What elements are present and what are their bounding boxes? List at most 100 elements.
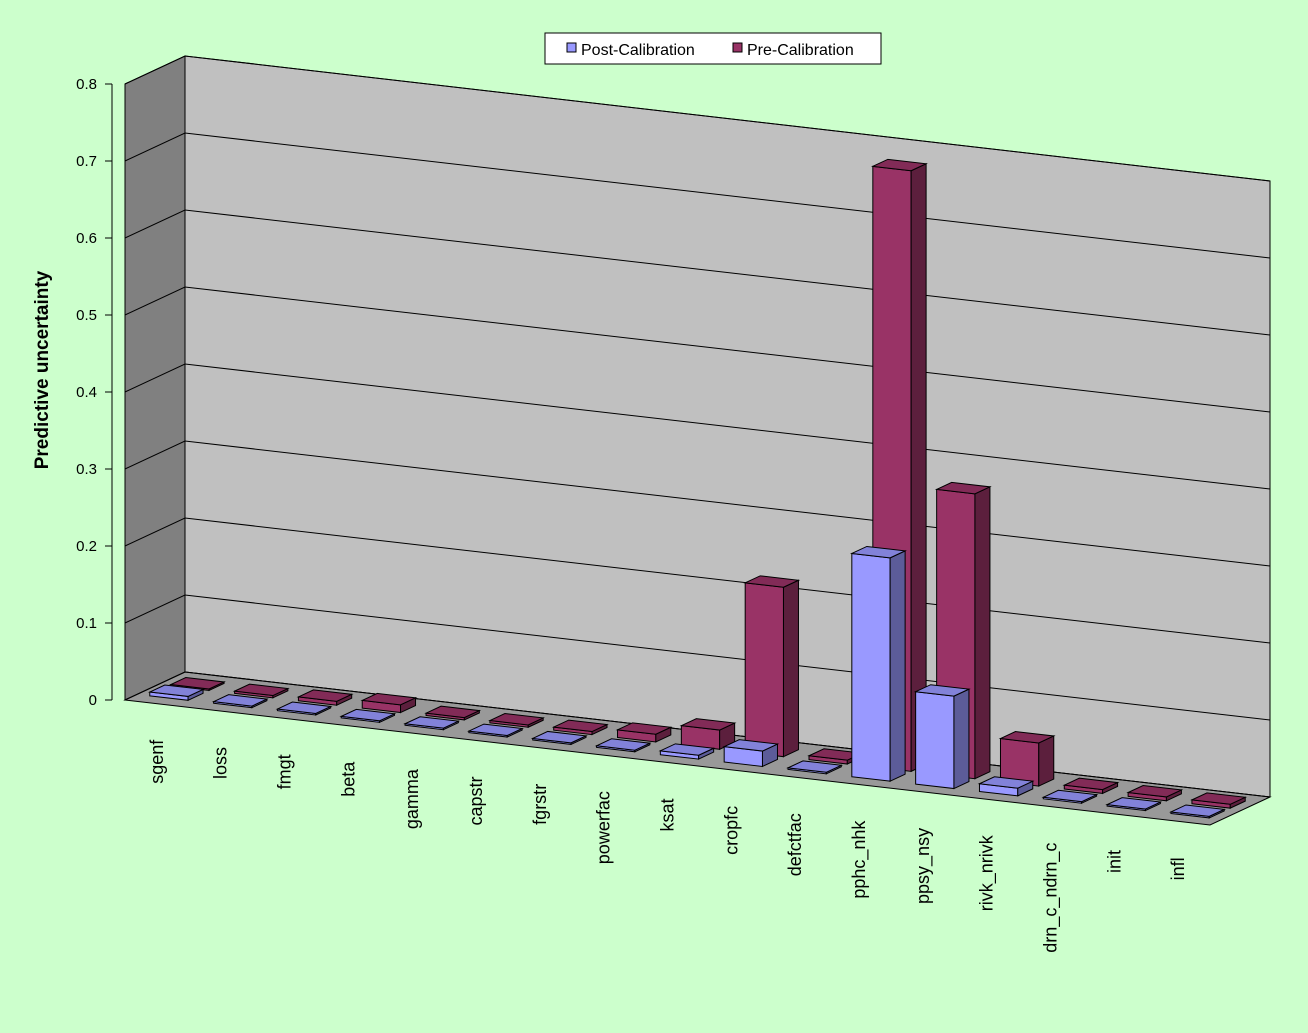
bar-top: [467, 723, 524, 737]
bar: [275, 701, 333, 716]
bar: [615, 722, 673, 743]
x-tick-label: init: [1104, 850, 1124, 873]
y-tick-label: 0.6: [76, 230, 97, 247]
bar-top: [615, 722, 673, 735]
x-tick-label: sgenf: [147, 739, 167, 784]
bar: [530, 730, 588, 746]
bar-top: [1041, 789, 1099, 803]
bar-top: [722, 739, 780, 752]
legend-label: Pre-Calibration: [747, 42, 854, 59]
x-tick-label: cropfc: [721, 806, 741, 855]
bar-top: [679, 718, 737, 731]
bar: [679, 718, 737, 751]
bar: [743, 575, 801, 758]
bar-top: [1126, 785, 1184, 798]
bar: [1105, 797, 1163, 812]
y-tick-label: 0.2: [76, 538, 97, 555]
y-axis-label: Predictive uncertainty: [32, 270, 53, 469]
bar: [1169, 804, 1227, 819]
bar-top: [488, 713, 545, 726]
bar-top: [530, 730, 588, 744]
legend-swatch: [566, 42, 577, 53]
y-tick-label: 0.4: [76, 384, 97, 401]
x-tick-label: powerfac: [594, 791, 614, 864]
bar-front: [851, 552, 891, 782]
bar-side: [1038, 735, 1055, 787]
x-tick-label: infl: [1168, 857, 1188, 880]
x-tick-label: fmgt: [275, 754, 295, 789]
x-tick-label: gamma: [402, 768, 422, 829]
y-tick-label: 0.5: [76, 307, 97, 324]
bar-top: [934, 481, 992, 495]
bar: [594, 738, 652, 753]
bar-top: [871, 158, 928, 172]
bar-top: [1190, 792, 1248, 805]
bar: [1126, 785, 1184, 802]
y-tick-label: 0.1: [76, 615, 97, 632]
bar-top: [850, 545, 907, 559]
x-tick-label: capstr: [466, 776, 486, 825]
bar: [850, 545, 907, 782]
bar: [296, 689, 354, 706]
grid-line: [124, 55, 1271, 182]
bar-side: [889, 550, 906, 782]
x-tick-label: beta: [338, 761, 358, 797]
bar-top: [360, 692, 418, 706]
bar: [403, 716, 461, 731]
x-tick-label: ppsy_nsy: [913, 828, 934, 904]
legend-swatch: [732, 42, 743, 53]
bar-top: [1105, 797, 1163, 810]
bar: [211, 694, 269, 709]
y-tick-label: 0: [89, 692, 97, 709]
bar-front: [744, 582, 784, 758]
x-tick-label: fgrstr: [530, 784, 550, 825]
y-tick-label: 0.3: [76, 461, 97, 478]
bar-top: [147, 684, 205, 697]
x-tick-label: rivk_nrivk: [977, 834, 998, 911]
x-tick-label: pphc_nhk: [849, 820, 870, 899]
bar: [786, 760, 844, 775]
bar-side: [782, 579, 799, 758]
bar: [467, 723, 524, 738]
bar: [1190, 792, 1248, 809]
bar: [488, 713, 545, 729]
bar: [232, 683, 290, 699]
bar: [360, 692, 418, 714]
bar-top: [977, 776, 1035, 789]
bar: [1041, 789, 1099, 805]
bar-top: [403, 716, 461, 729]
bar: [147, 684, 205, 702]
bar-top: [658, 743, 716, 756]
bar-front: [915, 691, 955, 790]
bar-top: [786, 760, 844, 773]
bar: [339, 708, 397, 724]
bar-top: [275, 701, 333, 714]
x-tick-label: drn_c_ndrn_c: [1040, 843, 1061, 953]
bar-top: [594, 738, 652, 751]
bar-side: [974, 486, 991, 780]
bar: [722, 739, 780, 768]
bar-side: [953, 688, 970, 790]
bar-top: [339, 708, 397, 722]
bar: [913, 684, 971, 790]
bar: [658, 743, 716, 760]
bar-top: [913, 684, 971, 697]
bar-top: [232, 683, 290, 697]
bar: [977, 776, 1035, 797]
bar: [424, 705, 482, 721]
legend: Post-Calibration Pre-Calibration: [544, 32, 882, 65]
bar-top: [743, 575, 801, 588]
bar-top: [211, 694, 269, 707]
bar: [998, 731, 1056, 787]
x-tick-label: loss: [211, 747, 231, 779]
x-tick-label: ksat: [658, 799, 678, 832]
y-tick-label: 0.7: [76, 153, 97, 170]
bar: [551, 719, 609, 736]
bar-top: [551, 719, 609, 733]
bar-top: [1062, 777, 1120, 791]
bar-top: [424, 705, 482, 719]
bar-top: [296, 689, 354, 702]
bar: [807, 748, 865, 765]
